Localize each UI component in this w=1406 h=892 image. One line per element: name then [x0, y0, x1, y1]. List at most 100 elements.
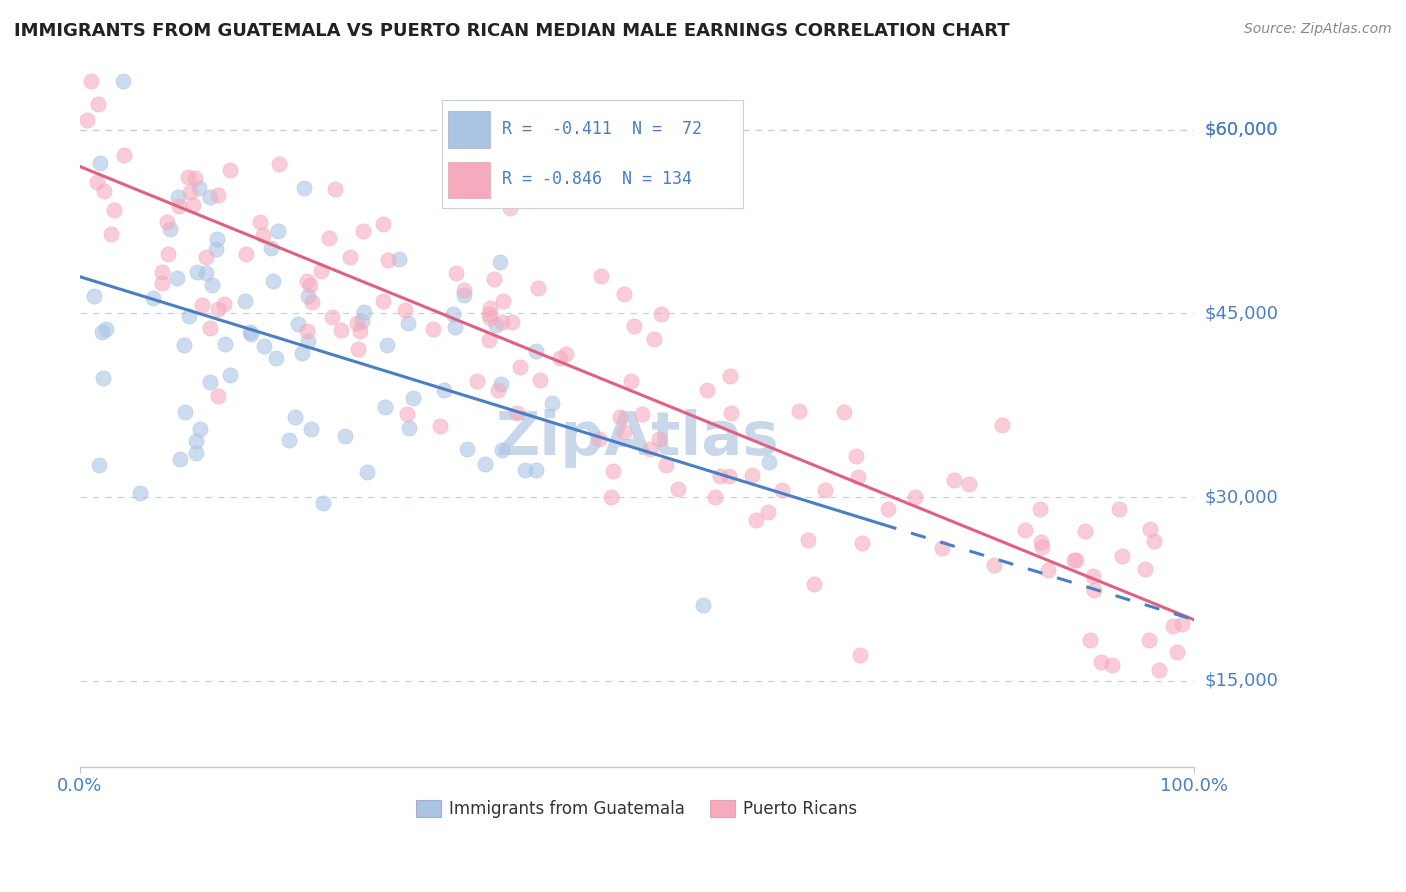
- Point: [789, 404, 811, 418]
- Point: [499, 201, 522, 215]
- Point: [184, 171, 207, 186]
- Point: [207, 389, 229, 403]
- Point: [374, 400, 396, 414]
- Point: [297, 289, 319, 303]
- Point: [167, 190, 190, 204]
- Point: [444, 266, 467, 280]
- Point: [205, 232, 228, 246]
- Point: [321, 310, 343, 324]
- Text: ZipAtlas: ZipAtlas: [495, 409, 779, 468]
- Text: $60,000: $60,000: [1205, 120, 1278, 139]
- Point: [602, 464, 624, 478]
- Point: [329, 323, 352, 337]
- Point: [486, 384, 509, 398]
- Point: [252, 227, 274, 242]
- Point: [284, 409, 307, 424]
- Point: [76, 113, 98, 128]
- Point: [260, 241, 283, 255]
- Point: [1064, 553, 1087, 567]
- Point: [479, 310, 502, 325]
- Point: [198, 321, 221, 335]
- Point: [309, 264, 332, 278]
- Point: [1029, 502, 1052, 516]
- Point: [803, 577, 825, 591]
- Point: [191, 298, 214, 312]
- Point: [485, 318, 508, 332]
- Point: [477, 307, 499, 321]
- Point: [650, 307, 672, 321]
- Point: [1139, 523, 1161, 537]
- Point: [287, 317, 309, 331]
- Point: [198, 375, 221, 389]
- Point: [291, 346, 314, 360]
- Point: [219, 162, 242, 177]
- Point: [465, 374, 488, 388]
- Point: [643, 332, 665, 346]
- Point: [347, 342, 370, 356]
- Point: [1133, 562, 1156, 576]
- Point: [456, 442, 478, 456]
- Legend: Immigrants from Guatemala, Puerto Ricans: Immigrants from Guatemala, Puerto Ricans: [409, 793, 865, 824]
- Point: [233, 294, 256, 309]
- Point: [94, 322, 117, 336]
- Point: [655, 458, 678, 473]
- Point: [173, 338, 195, 352]
- Point: [770, 483, 793, 497]
- Point: [489, 255, 512, 269]
- Point: [1083, 583, 1105, 598]
- Point: [832, 404, 855, 418]
- Point: [214, 336, 236, 351]
- Point: [80, 74, 103, 88]
- Point: [375, 338, 398, 352]
- Point: [1078, 633, 1101, 648]
- Point: [142, 292, 165, 306]
- Point: [91, 371, 114, 385]
- Point: [352, 224, 374, 238]
- Point: [703, 490, 725, 504]
- Point: [1143, 534, 1166, 549]
- Point: [718, 368, 741, 383]
- Point: [186, 446, 208, 460]
- Point: [402, 392, 425, 406]
- Text: $60,000: $60,000: [1205, 120, 1278, 139]
- Point: [851, 535, 873, 549]
- Point: [299, 277, 322, 292]
- Point: [166, 271, 188, 285]
- Point: [152, 276, 174, 290]
- Point: [983, 558, 1005, 572]
- Point: [474, 457, 496, 471]
- Point: [1149, 663, 1171, 677]
- Point: [1101, 657, 1123, 672]
- Point: [540, 396, 562, 410]
- Point: [479, 301, 502, 315]
- Point: [396, 407, 419, 421]
- Point: [353, 305, 375, 319]
- Point: [83, 289, 105, 303]
- Text: $15,000: $15,000: [1205, 672, 1278, 690]
- Point: [692, 598, 714, 612]
- Point: [169, 452, 191, 467]
- Point: [959, 477, 981, 491]
- Point: [201, 278, 224, 293]
- Point: [623, 319, 645, 334]
- Point: [212, 297, 235, 311]
- Point: [482, 272, 505, 286]
- Point: [174, 405, 197, 419]
- Point: [1161, 619, 1184, 633]
- Point: [429, 418, 451, 433]
- Point: [156, 214, 179, 228]
- Point: [942, 473, 965, 487]
- Point: [422, 322, 444, 336]
- Point: [396, 316, 419, 330]
- Point: [489, 377, 512, 392]
- Point: [1111, 549, 1133, 563]
- Point: [89, 156, 111, 170]
- Point: [613, 425, 636, 439]
- Point: [253, 339, 276, 353]
- Text: IMMIGRANTS FROM GUATEMALA VS PUERTO RICAN MEDIAN MALE EARNINGS CORRELATION CHART: IMMIGRANTS FROM GUATEMALA VS PUERTO RICA…: [14, 22, 1010, 40]
- Point: [277, 434, 299, 448]
- Point: [433, 383, 456, 397]
- Point: [796, 533, 818, 547]
- Point: [371, 217, 394, 231]
- Point: [387, 252, 409, 267]
